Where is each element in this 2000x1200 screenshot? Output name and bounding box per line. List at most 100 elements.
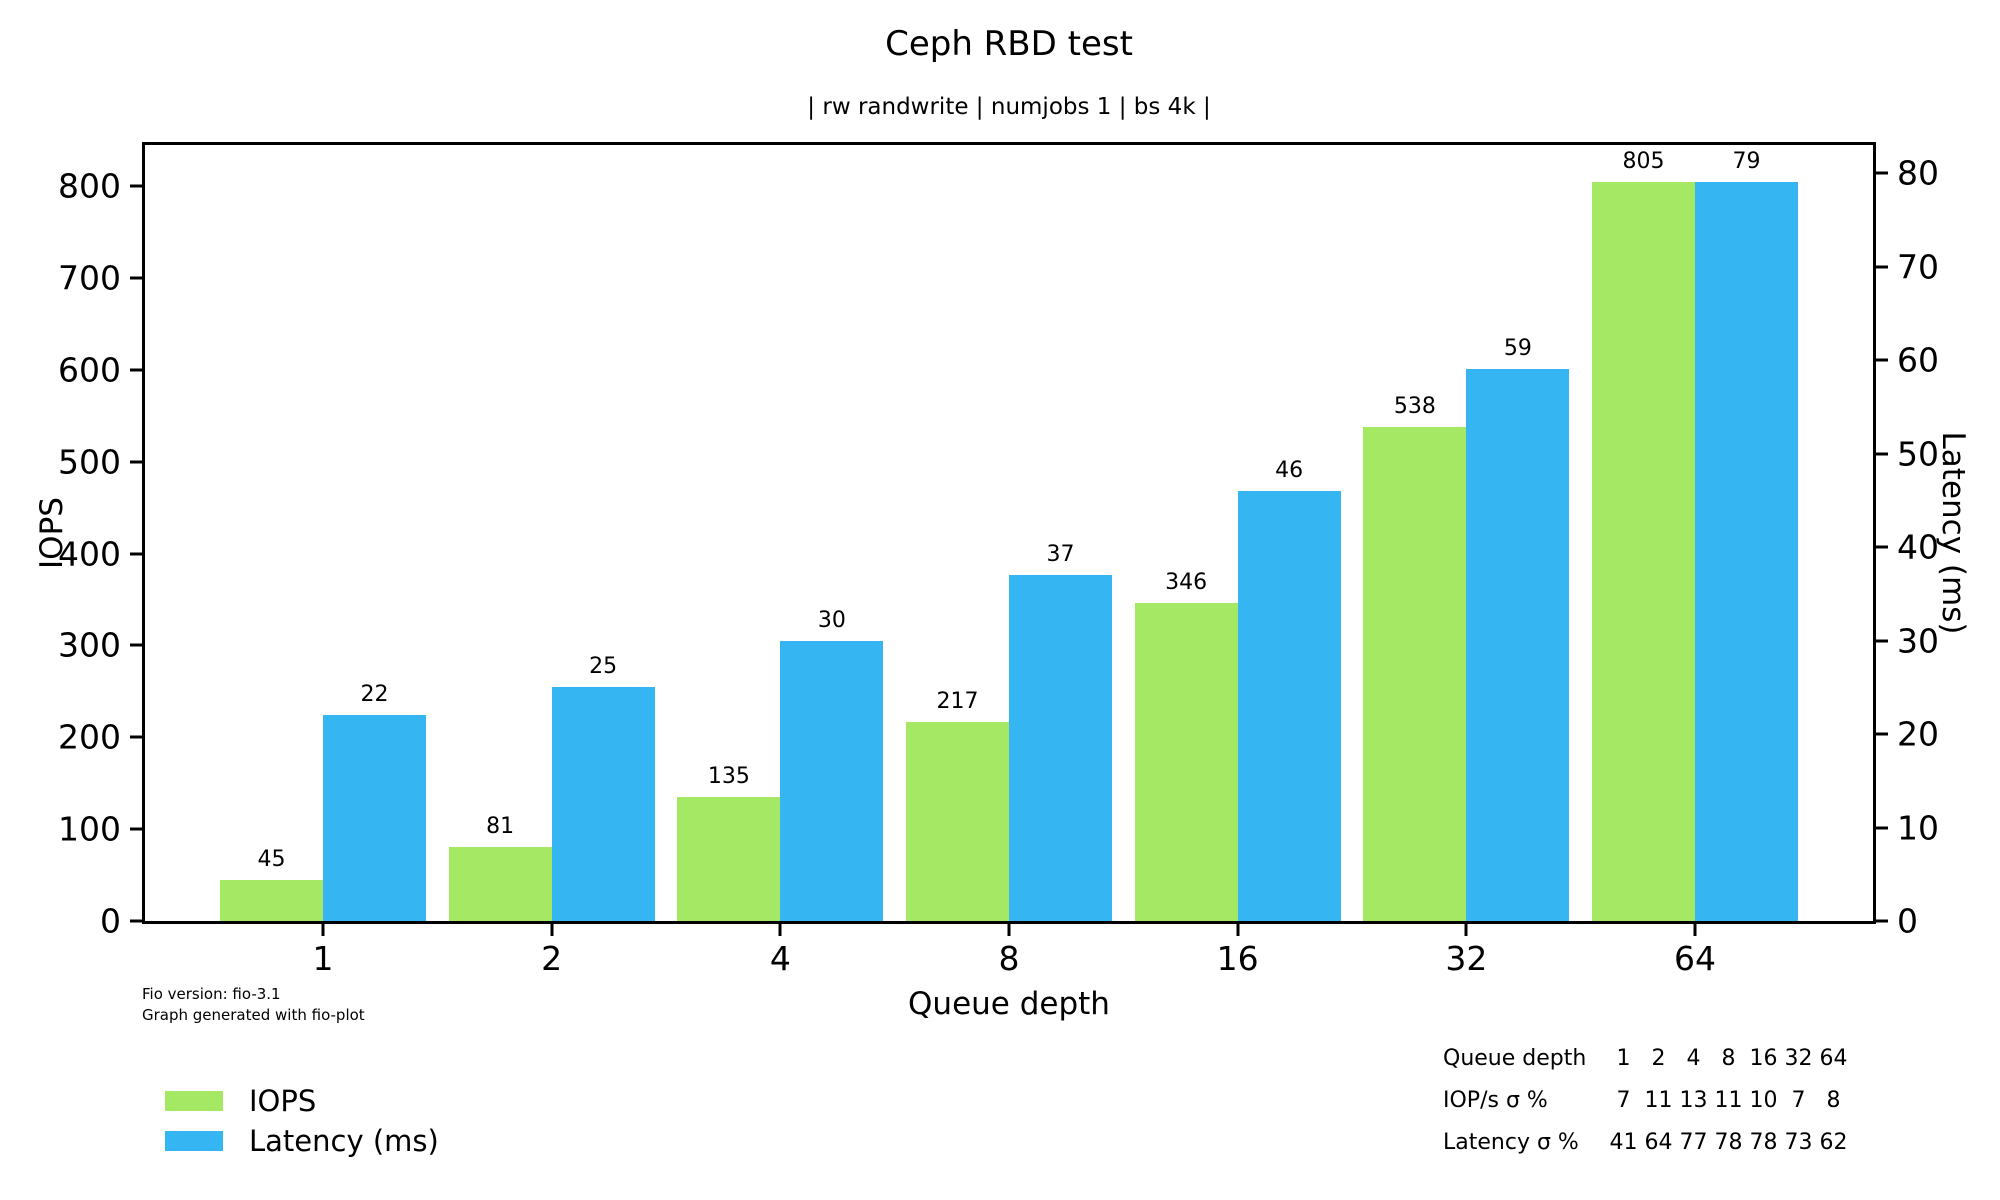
stats-cell: 16: [1749, 1045, 1778, 1071]
y-tick-mark-left: [130, 827, 142, 831]
stats-cell: 32: [1784, 1045, 1813, 1071]
y-tick-mark-left: [130, 276, 142, 280]
y-tick-mark-right: [1876, 171, 1888, 175]
iops-bar-value-label: 135: [707, 764, 750, 790]
y-tick-mark-right: [1876, 826, 1888, 829]
iops-bar-value-label: 538: [1393, 393, 1436, 419]
iops-bar-value-label: 346: [1165, 570, 1208, 596]
iops-bar-value-label: 217: [936, 688, 979, 714]
stats-cell: 64: [1644, 1129, 1673, 1155]
latency-bar: [1695, 182, 1798, 921]
y-tick-label-left: 700: [58, 258, 121, 298]
latency-bar-value-label: 22: [360, 682, 389, 708]
y-tick-mark-left: [130, 552, 142, 556]
y-tick-label-right: 0: [1897, 901, 1918, 941]
stats-cell: 78: [1749, 1129, 1778, 1155]
y-tick-label-right: 50: [1897, 434, 1939, 474]
y-tick-label-left: 300: [58, 625, 121, 665]
iops-bar-value-label: 81: [486, 813, 515, 839]
legend-item-iops: IOPS: [165, 1081, 439, 1121]
x-tick-mark: [321, 924, 325, 936]
y-tick-label-right: 70: [1897, 247, 1939, 287]
x-tick-label: 64: [1674, 939, 1716, 978]
stats-cell: 7: [1791, 1087, 1806, 1113]
stats-cell: 11: [1714, 1087, 1743, 1113]
stats-row-label: Queue depth: [1443, 1045, 1587, 1071]
x-tick-mark: [1464, 924, 1468, 936]
x-tick-mark: [1007, 924, 1011, 936]
iops-legend-label: IOPS: [249, 1084, 317, 1118]
y-tick-mark-right: [1876, 358, 1888, 362]
latency-bar: [1009, 575, 1112, 921]
y-tick-label-left: 500: [58, 442, 121, 482]
y-tick-mark-left: [130, 919, 142, 923]
latency-bar: [780, 640, 884, 921]
latency-legend-label: Latency (ms): [249, 1124, 439, 1158]
y-tick-label-right: 60: [1897, 340, 1939, 380]
y-tick-mark-left: [130, 184, 142, 188]
stats-cell: 64: [1819, 1045, 1848, 1071]
x-tick-label: 2: [541, 939, 563, 978]
plot-area: 45 22 1 81 25 2 135 30 4 217 37 8 346 46 16 538 59 32 805 7…: [58, 142, 1939, 978]
latency-bar-value-label: 25: [589, 654, 618, 680]
y-tick-mark-right: [1876, 732, 1888, 736]
stats-cell: 8: [1826, 1087, 1841, 1113]
stats-cell: 4: [1686, 1045, 1701, 1071]
chart-subtitle: | rw randwrite | numjobs 1 | bs 4k |: [807, 94, 1211, 120]
legend: IOPS Latency (ms): [165, 1081, 439, 1161]
latency-bar-value-label: 30: [817, 607, 846, 633]
iops-bar: [677, 797, 781, 921]
x-tick-mark: [778, 924, 782, 936]
y-tick-mark-right: [1876, 265, 1888, 269]
stats-cell: 62: [1819, 1129, 1848, 1155]
stats-table-row: Queue depth 1 2 4 8 16 32 64: [1443, 1037, 1851, 1079]
latency-bar: [551, 687, 655, 921]
x-tick-mark: [1236, 924, 1240, 936]
stats-cell: 1: [1616, 1045, 1631, 1071]
stats-cell: 7: [1616, 1087, 1631, 1113]
latency-bar: [1237, 490, 1341, 921]
chart-title: Ceph RBD test: [885, 24, 1133, 64]
latency-legend-swatch: [165, 1131, 223, 1151]
x-tick-mark: [550, 924, 554, 936]
iops-bar: [220, 879, 323, 921]
stats-cell: 11: [1644, 1087, 1673, 1113]
legend-item-latency: Latency (ms): [165, 1121, 439, 1161]
stats-cell: 2: [1651, 1045, 1666, 1071]
y-tick-mark-left: [130, 643, 142, 647]
y-tick-label-left: 100: [58, 809, 121, 849]
stats-cell: 10: [1749, 1087, 1778, 1113]
y-axis-label-right: Latency (ms): [1935, 431, 1971, 635]
y-tick-mark-right: [1876, 545, 1888, 549]
y-tick-label-right: 20: [1897, 714, 1939, 754]
iops-bar-value-label: 45: [257, 846, 286, 872]
footer-line-1: Fio version: fio-3.1: [142, 985, 281, 1003]
stats-table-row: Latency σ % 41 64 77 78 78 73 62: [1443, 1121, 1851, 1163]
y-tick-mark-left: [130, 368, 142, 372]
y-tick-label-left: 0: [100, 901, 121, 941]
latency-bar-value-label: 46: [1275, 457, 1304, 483]
stats-row-label: IOP/s σ %: [1443, 1087, 1548, 1113]
latency-bar: [323, 715, 426, 921]
y-tick-label-left: 800: [58, 166, 121, 206]
x-tick-label: 32: [1445, 939, 1488, 978]
y-tick-mark-left: [130, 735, 142, 739]
iops-bar: [1363, 426, 1467, 921]
y-tick-label-left: 400: [58, 534, 121, 574]
stats-cell: 73: [1784, 1129, 1813, 1155]
footer-line-2: Graph generated with fio-plot: [142, 1006, 365, 1024]
stats-row-label: Latency σ %: [1443, 1129, 1579, 1155]
x-tick-label: 1: [312, 939, 334, 978]
stats-cell: 41: [1609, 1129, 1638, 1155]
iops-legend-swatch: [165, 1091, 223, 1111]
iops-bar: [1134, 603, 1238, 921]
iops-bar-value-label: 805: [1622, 148, 1665, 174]
x-tick-mark: [1693, 924, 1697, 936]
y-tick-label-right: 30: [1897, 621, 1939, 661]
y-tick-label-left: 600: [58, 350, 121, 390]
x-tick-label: 16: [1216, 939, 1259, 978]
y-tick-mark-right: [1876, 919, 1888, 923]
stats-table: Queue depth 1 2 4 8 16 32 64 IOP/s σ % 7 11 13 11 10 7…: [1443, 1037, 1851, 1163]
y-tick-mark-left: [130, 460, 142, 464]
